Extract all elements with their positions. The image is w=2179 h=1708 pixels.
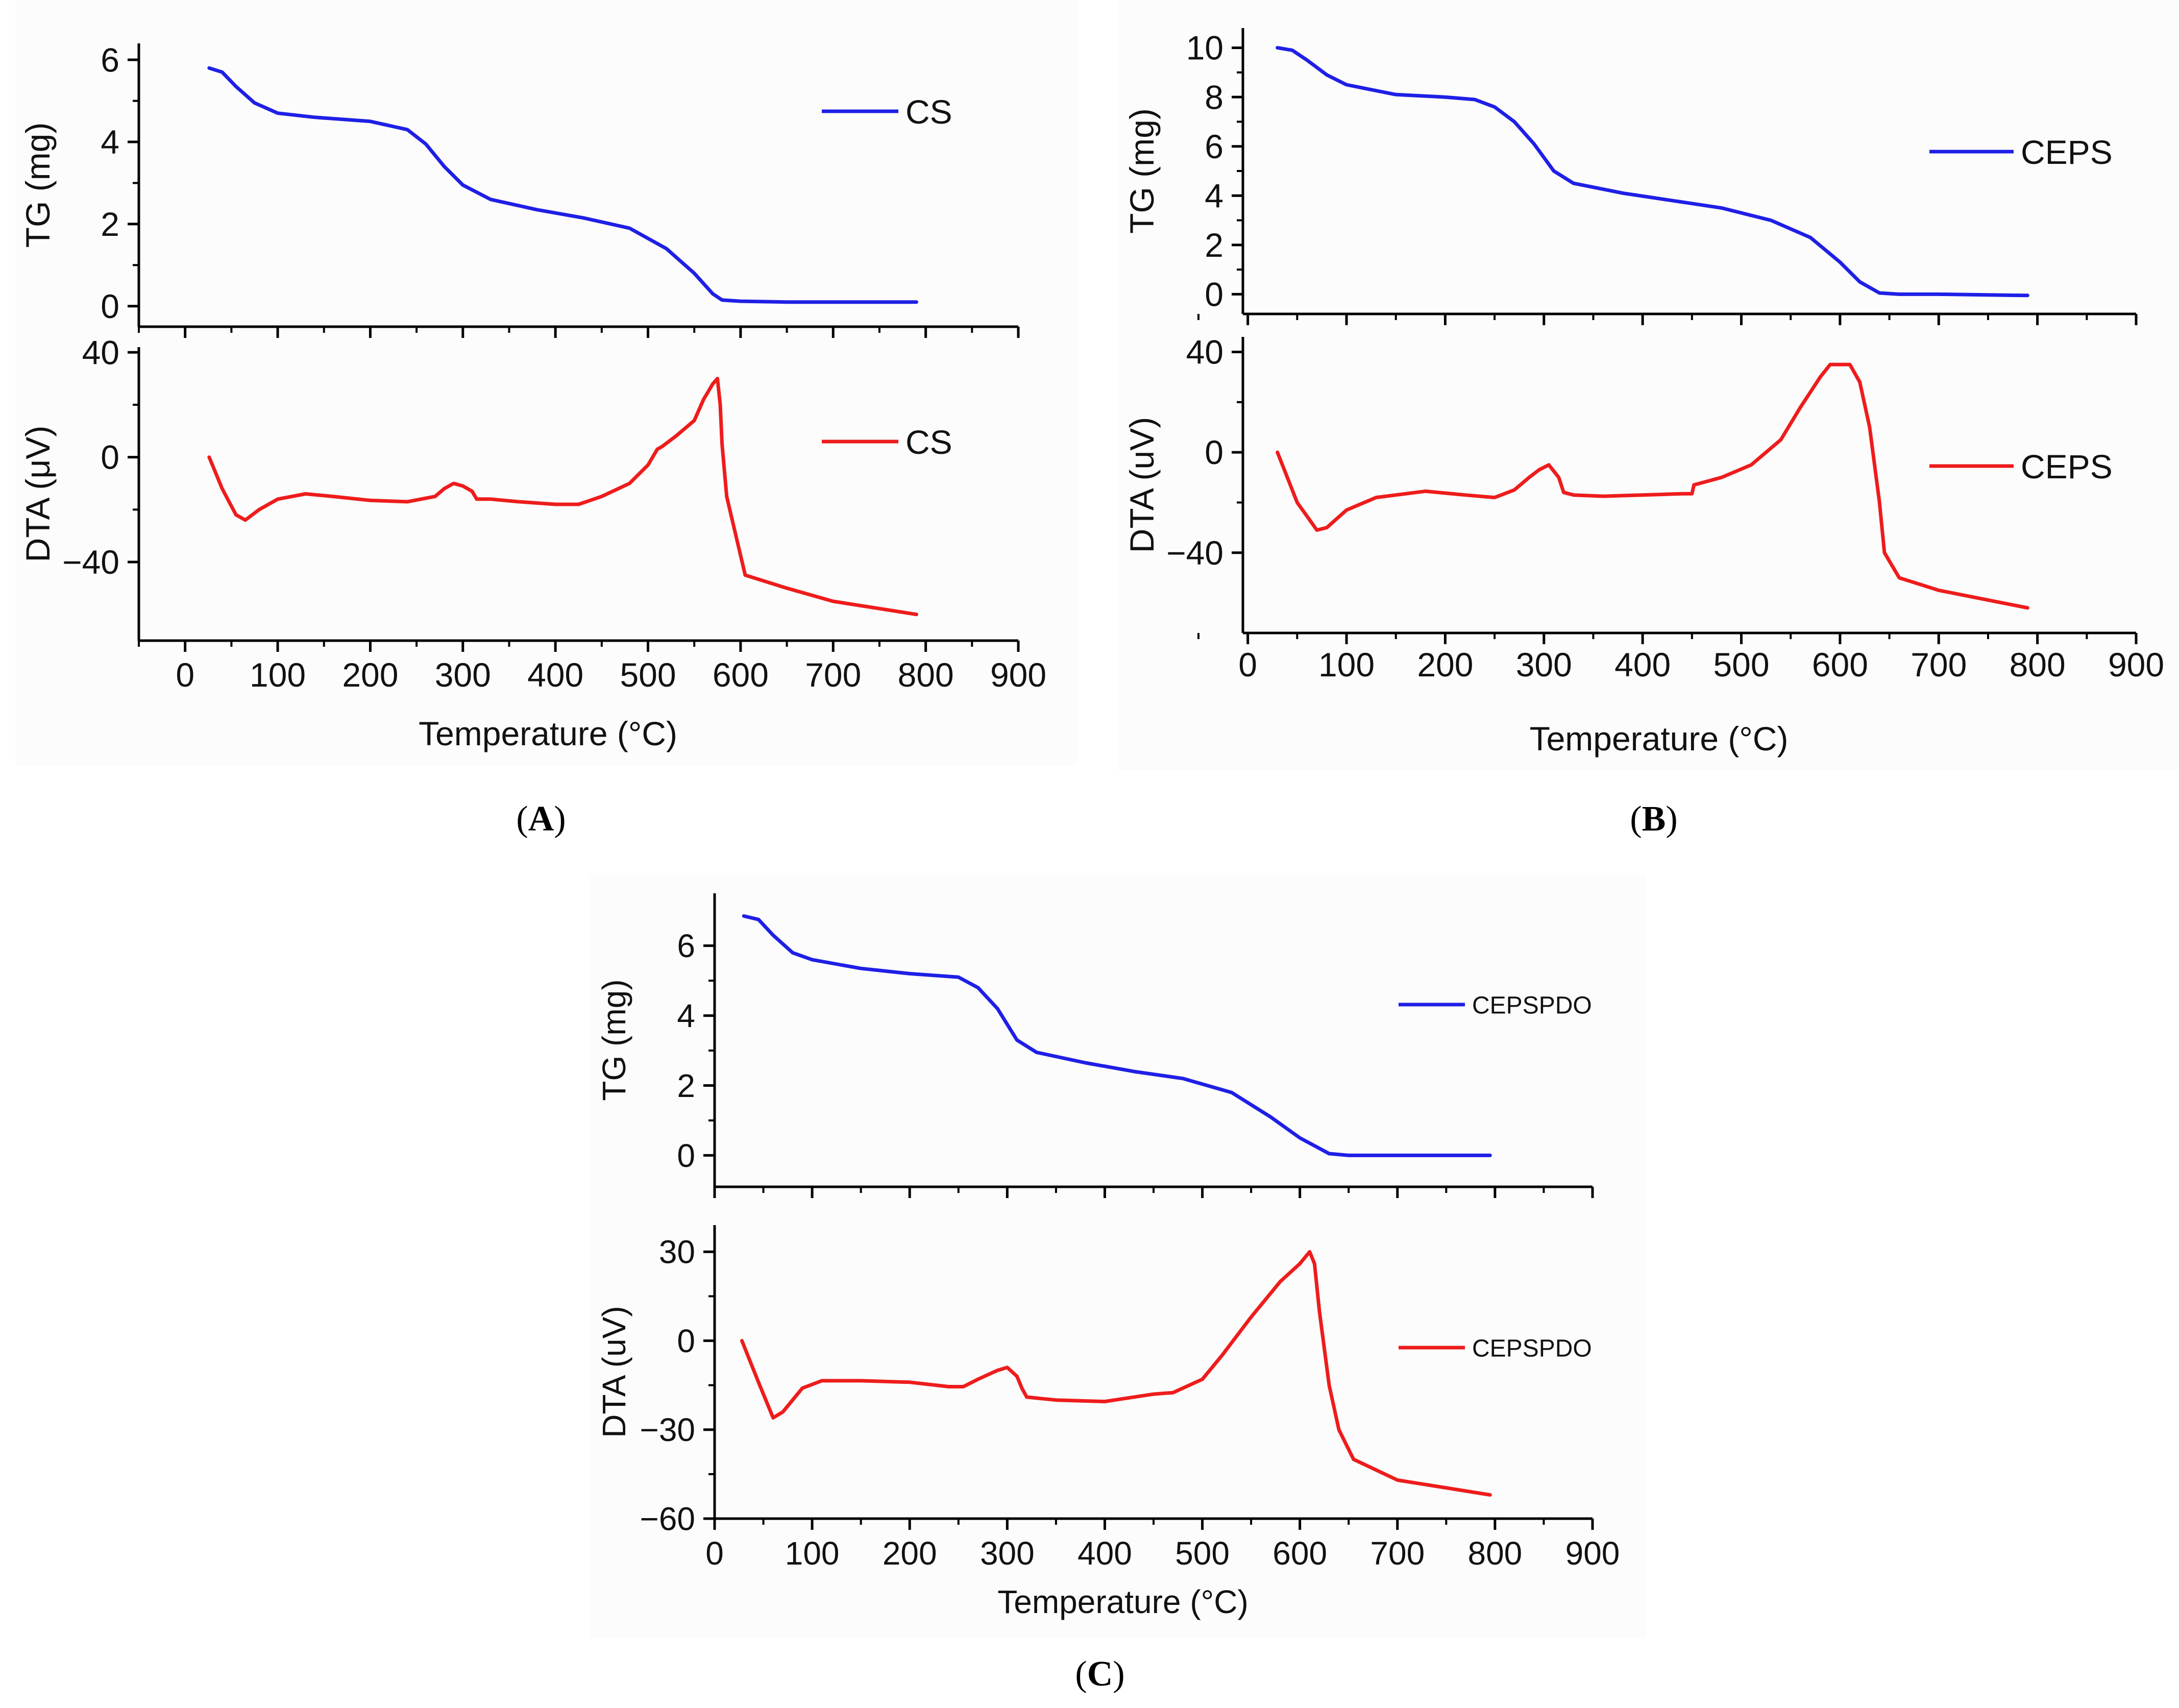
- tg-dta-figure: 0246TG (mg)CS−40040DTA (μV) CS0 100 200 300 4…: [0, 0, 2179, 1708]
- x-tick-label: 700: [805, 656, 861, 694]
- tg-y-tick-label: 4: [1205, 177, 1223, 214]
- dta-y-tick-label: −40: [1166, 534, 1223, 572]
- caption-c: (C): [998, 1654, 1202, 1695]
- tg-y-tick-label: 10: [1186, 29, 1223, 67]
- x-axis-label: Temperature (°C): [419, 715, 677, 752]
- x-tick-label: 800: [898, 656, 954, 694]
- tg-legend-label: CS: [905, 93, 952, 131]
- dta-legend-label: CS: [905, 423, 952, 461]
- panel-b-chart: 0 2 4 6 8 10 TG (mg) CEPS −40 0 40 DTA (uV) CEPS 0 100…: [1123, 28, 2164, 758]
- x-tick-label: 0: [176, 656, 194, 694]
- caption-c-letter: C: [1087, 1654, 1113, 1694]
- tg-y-tick-label: 4: [101, 123, 119, 161]
- x-tick-label: 300: [980, 1535, 1035, 1572]
- tg-y-tick-label: 8: [1205, 78, 1223, 116]
- dta-y-tick-label: −40: [62, 543, 119, 581]
- tg-y-axis-label: TG (mg): [1123, 108, 1161, 234]
- x-tick-label: 600: [713, 656, 769, 694]
- x-axis-label: Temperature (°C): [1530, 720, 1789, 758]
- x-tick-label: 500: [620, 656, 676, 694]
- tg-subplot: 0 2 4 6 TG (mg) CS: [19, 41, 1018, 338]
- dta-subplot: −40 0 40 DTA (uV) CEPS: [1123, 333, 2136, 644]
- x-tick-label: 900: [1565, 1535, 1620, 1572]
- dta-subplot: −60 −30 0 30 DTA (uV) CEPSPDO: [596, 1225, 1593, 1537]
- dta-y-axis-label: DTA (uV): [596, 1306, 632, 1437]
- dta-y-tick-label: −30: [640, 1411, 695, 1448]
- x-tick-label: 900: [990, 656, 1046, 694]
- x-tick-label: 800: [1467, 1535, 1522, 1572]
- x-tick-label: 100: [1318, 646, 1375, 684]
- x-tick-label: 800: [2010, 646, 2066, 684]
- x-tick-label: 0: [705, 1535, 724, 1572]
- x-tick-label: 400: [1614, 646, 1671, 684]
- dta-y-tick-label: 0: [1205, 433, 1223, 471]
- caption-b-letter: B: [1642, 799, 1666, 839]
- x-axis-label: Temperature (°C): [997, 1583, 1248, 1620]
- tg-y-tick-label: 4: [677, 997, 695, 1034]
- x-tick-label: 300: [435, 656, 491, 694]
- x-tick-label: 400: [527, 656, 583, 694]
- tg-y-tick-label: 6: [101, 41, 119, 79]
- dta-y-axis-label: DTA (uV): [1123, 417, 1161, 553]
- panel-c-chart: 0 2 4 6 TG (mg) CEPSPDO −60 −30 0 30 DTA (uV) CEPSP…: [596, 893, 1620, 1620]
- x-tick-label: 500: [1713, 646, 1769, 684]
- x-tick-label: 200: [342, 656, 398, 694]
- dta-y-tick-label: 40: [1186, 333, 1223, 371]
- tg-y-tick-label: 2: [1205, 226, 1223, 264]
- tg-series-line: [1278, 48, 2028, 296]
- dta-legend-label: CEPSPDO: [1472, 1335, 1592, 1362]
- dta-series-line: [1278, 364, 2028, 608]
- tg-y-tick-label: 0: [101, 287, 119, 325]
- tg-y-tick-label: 0: [1205, 275, 1223, 313]
- tg-series-line: [744, 916, 1490, 1156]
- x-tick-label: 300: [1516, 646, 1572, 684]
- dta-y-tick-label: 0: [101, 438, 119, 476]
- dta-y-tick-label: −60: [640, 1500, 695, 1537]
- x-tick-label: 100: [785, 1535, 840, 1572]
- dta-subplot: −40 0 40 DTA (μV) CS: [19, 333, 1018, 652]
- dta-y-tick-label: 30: [659, 1234, 695, 1271]
- tg-y-tick-label: 2: [101, 205, 119, 243]
- dta-legend-label: CEPS: [2021, 448, 2113, 485]
- tg-legend-label: CEPSPDO: [1472, 992, 1592, 1019]
- tg-subplot: 0 2 4 6 TG (mg) CEPSPDO: [596, 893, 1593, 1198]
- tg-y-tick-label: 6: [1205, 128, 1223, 165]
- panel-a-chart: 0 2 4 6 TG (mg) CS −40 0 40 DTA (μV) CS 0 100 200 300 4…: [19, 41, 1046, 752]
- x-tick-label: 100: [250, 656, 306, 694]
- x-tick-label: 0: [1238, 646, 1257, 684]
- x-tick-label: 700: [1370, 1535, 1425, 1572]
- x-tick-label: 600: [1812, 646, 1868, 684]
- dta-y-axis-label: DTA (μV): [19, 426, 57, 563]
- caption-b: (B): [1552, 799, 1756, 840]
- tg-legend-label: CEPS: [2021, 133, 2113, 171]
- x-tick-label: 500: [1175, 1535, 1230, 1572]
- dta-y-tick-label: 0: [677, 1323, 695, 1359]
- tg-y-tick-label: 6: [677, 928, 695, 964]
- dta-series-line: [742, 1252, 1490, 1495]
- dta-y-tick-label: 40: [82, 333, 119, 371]
- tg-y-axis-label: TG (mg): [596, 979, 632, 1101]
- dta-series-line: [209, 379, 917, 615]
- caption-a: (A): [439, 799, 643, 840]
- x-tick-label: 200: [883, 1535, 937, 1572]
- x-tick-label: 900: [2108, 646, 2164, 684]
- tg-y-tick-label: 2: [677, 1067, 695, 1104]
- tg-subplot: 0 2 4 6 8 10 TG (mg) CEPS: [1123, 28, 2136, 325]
- x-tick-label: 700: [1911, 646, 1967, 684]
- x-tick-label: 200: [1417, 646, 1473, 684]
- tg-y-axis-label: TG (mg): [19, 123, 57, 248]
- x-tick-label: 600: [1272, 1535, 1327, 1572]
- caption-a-letter: A: [528, 799, 554, 839]
- x-tick-label: 400: [1078, 1535, 1132, 1572]
- tg-y-tick-label: 0: [677, 1137, 695, 1174]
- tg-series-line: [209, 68, 917, 302]
